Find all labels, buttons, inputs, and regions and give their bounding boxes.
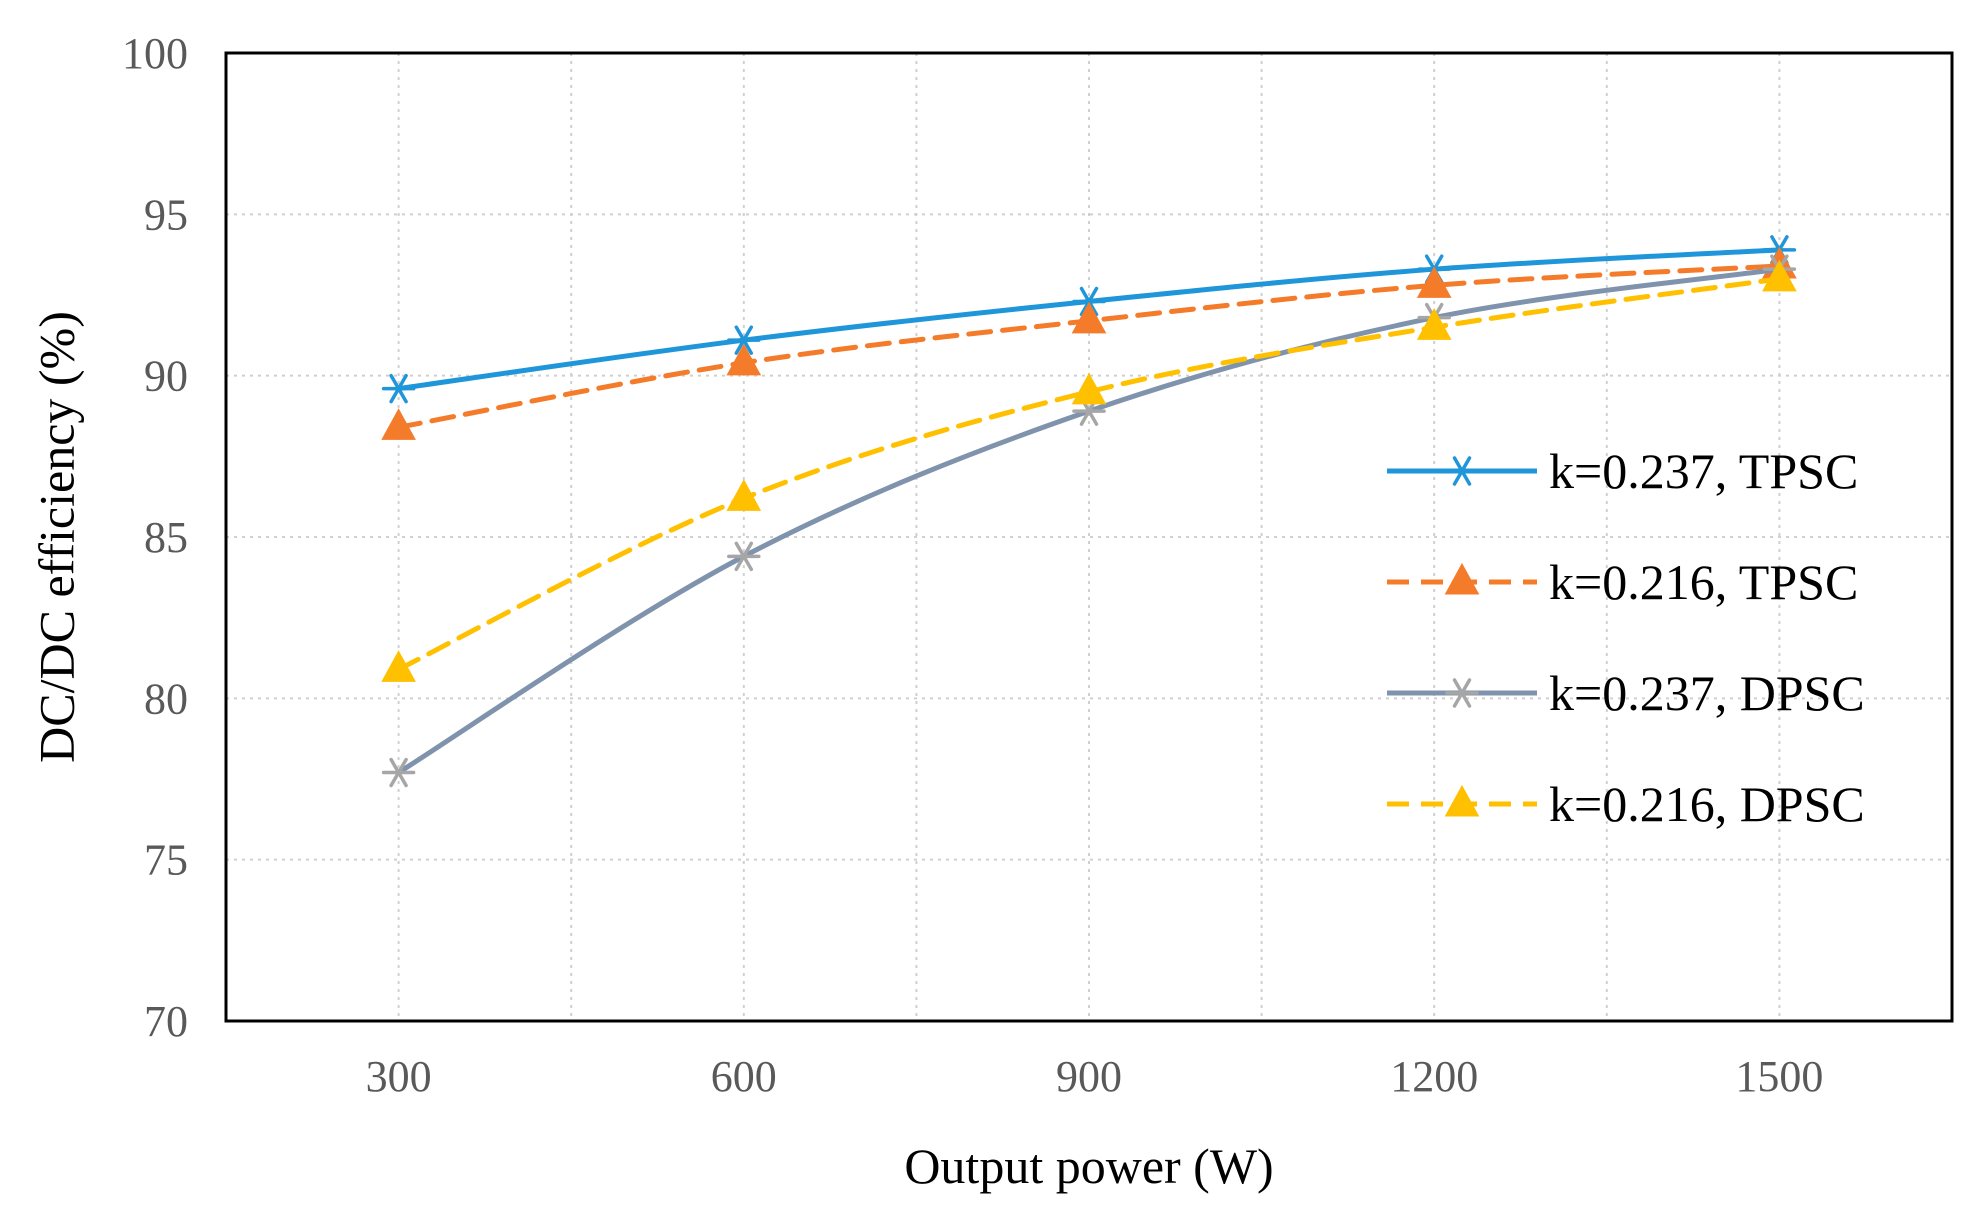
legend-label: k=0.237, TPSC	[1549, 443, 1858, 499]
y-axis-ticks: 70 75 80 85 90 95 100	[122, 29, 188, 1046]
legend-marker	[1444, 784, 1480, 817]
data-point	[1416, 266, 1452, 298]
data-point	[727, 541, 761, 572]
legend-entry: k=0.216, TPSC	[1387, 554, 1858, 610]
data-point	[726, 479, 762, 511]
data-point	[381, 650, 416, 682]
x-tick-label: 300	[366, 1052, 432, 1101]
data-point	[381, 757, 416, 788]
legend-marker	[1445, 678, 1479, 708]
legend-marker	[1445, 456, 1479, 486]
y-tick-label: 100	[122, 29, 188, 78]
y-tick-label: 85	[144, 513, 188, 562]
legend: k=0.237, TPSC k=0.216, TPSC k=0.237, DPSC k…	[1387, 443, 1865, 832]
series-line	[396, 266, 1782, 776]
legend-marker	[1444, 562, 1480, 595]
data-point	[727, 325, 761, 355]
y-tick-label: 75	[144, 836, 188, 885]
y-tick-label: 80	[144, 674, 188, 723]
x-tick-label: 600	[711, 1052, 777, 1101]
legend-entry: k=0.237, TPSC	[1387, 443, 1858, 499]
y-tick-label: 90	[144, 352, 188, 401]
legend-label: k=0.216, TPSC	[1549, 554, 1858, 610]
data-point	[1072, 286, 1106, 317]
legend-label: k=0.237, DPSC	[1549, 665, 1865, 721]
x-tick-label: 900	[1056, 1052, 1122, 1101]
series-4	[381, 259, 1797, 682]
plot-area-frame	[224, 51, 1954, 1023]
data-point	[1762, 259, 1797, 292]
data-point	[381, 373, 416, 404]
legend-label: k=0.216, DPSC	[1549, 776, 1865, 832]
x-tick-label: 1500	[1735, 1052, 1823, 1101]
data-point	[1071, 301, 1107, 334]
series-1	[381, 235, 1797, 404]
data-point	[1416, 308, 1452, 340]
y-axis-title: DC/DC efficiency (%)	[28, 311, 84, 763]
x-axis-ticks: 300 600 900 1200 1500	[366, 1052, 1824, 1101]
data-series	[381, 235, 1797, 788]
x-axis-title: Output power (W)	[904, 1138, 1273, 1194]
legend-entry: k=0.216, DPSC	[1387, 776, 1865, 832]
gridlines	[226, 53, 1952, 1021]
data-point	[381, 408, 416, 440]
data-point	[1071, 372, 1107, 405]
legend-entry: k=0.237, DPSC	[1387, 665, 1865, 721]
y-tick-label: 95	[144, 190, 188, 239]
data-point	[726, 343, 762, 376]
y-tick-label: 70	[144, 997, 188, 1046]
x-tick-label: 1200	[1390, 1052, 1478, 1101]
